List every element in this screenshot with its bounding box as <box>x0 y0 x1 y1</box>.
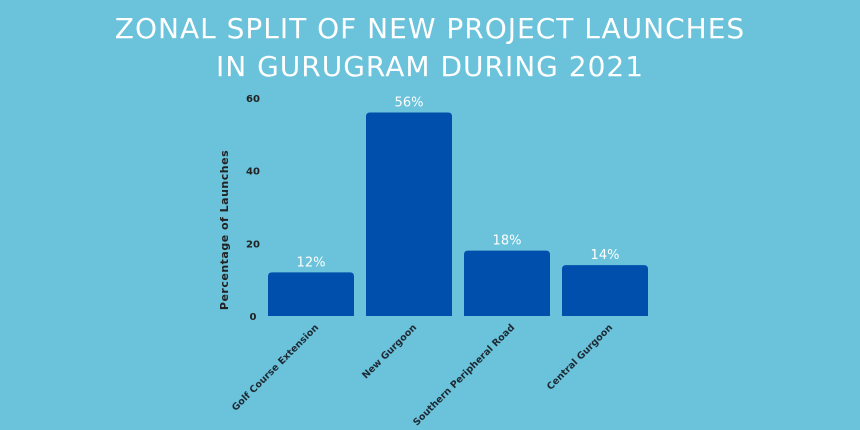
category-label: Southern Peripheral Road <box>411 322 517 428</box>
data-labels: 12% 56% 18% 14% <box>297 96 620 271</box>
y-axis-label: Percentage of Launches <box>218 150 231 310</box>
y-tick-label: 20 <box>246 239 260 250</box>
y-tick-label: 60 <box>246 94 260 105</box>
category-label: Central Gurgoon <box>545 322 615 392</box>
category-label: New Gurgoon <box>360 322 419 381</box>
category-label: Golf Course Extension <box>230 322 321 413</box>
data-label: 56% <box>395 96 424 111</box>
chart-title-line-2: IN GURUGRAM DURING 2021 <box>215 50 645 83</box>
bar <box>464 250 550 316</box>
data-label: 14% <box>591 248 620 263</box>
y-tick-label: 0 <box>250 312 257 323</box>
chart-title-line-1: ZONAL SPLIT OF NEW PROJECT LAUNCHES <box>114 12 746 45</box>
category-labels: Golf Course Extension New GurgoonSouthern… <box>230 322 615 428</box>
data-label: 18% <box>493 234 522 249</box>
y-tick-label: 40 <box>246 167 260 178</box>
y-axis-ticks: 0 20 40 60 <box>246 94 260 323</box>
bar <box>562 265 648 316</box>
bars <box>268 112 648 317</box>
data-label: 12% <box>297 255 326 270</box>
bar <box>366 112 452 317</box>
bar <box>268 272 354 316</box>
